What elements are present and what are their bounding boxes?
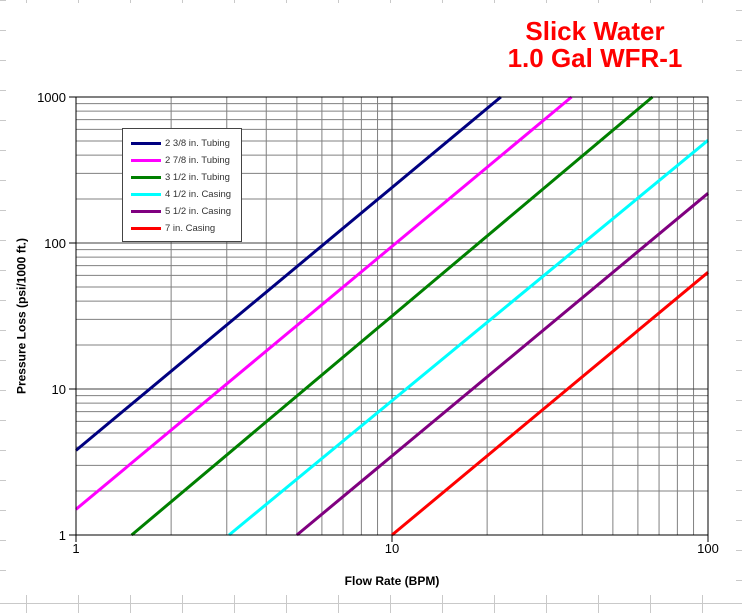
legend-item: 5 1/2 in. Casing	[131, 203, 241, 220]
x-tick-label: 1	[72, 541, 80, 556]
series-line-3-1-2-in-tubing	[130, 95, 654, 537]
x-tick-label: 10	[384, 541, 400, 556]
legend-item: 2 3/8 in. Tubing	[131, 135, 241, 152]
legend: 2 3/8 in. Tubing 2 7/8 in. Tubing 3 1/2 in…	[122, 128, 242, 242]
chart-title-line2: 1.0 Gal WFR-1	[507, 43, 683, 73]
legend-label: 2 7/8 in. Tubing	[165, 155, 230, 166]
sheet-gridline-stubs-right	[736, 10, 742, 606]
series-line-2-3-8-in-tubing	[75, 95, 502, 452]
series-line-2-7-8-in-tubing	[75, 95, 573, 511]
sheet-column-gridline-stubs	[26, 595, 742, 613]
y-axis-title: Pressure Loss (psi/1000 ft.)	[14, 237, 29, 395]
legend-line-sample	[131, 210, 161, 213]
legend-item: 7 in. Casing	[131, 220, 241, 237]
series-line-4-1-2-in-casing	[228, 139, 709, 537]
series-line-7-in-casing	[391, 271, 709, 537]
legend-line-sample	[131, 142, 161, 145]
legend-label: 5 1/2 in. Casing	[165, 206, 232, 217]
legend-line-sample	[131, 176, 161, 179]
legend-line-sample	[131, 159, 161, 162]
legend-label: 2 3/8 in. Tubing	[165, 138, 230, 149]
legend-item: 2 7/8 in. Tubing	[131, 152, 241, 169]
series-line-5-1-2-in-casing	[295, 192, 709, 537]
legend-label: 7 in. Casing	[165, 223, 216, 234]
legend-label: 4 1/2 in. Casing	[165, 189, 232, 200]
legend-line-sample	[131, 227, 161, 230]
legend-label: 3 1/2 in. Tubing	[165, 172, 230, 183]
chart-title: Slick Water 1.0 Gal WFR-1	[430, 18, 742, 72]
y-tick-label: 100	[44, 236, 66, 251]
y-tick-label: 10	[51, 382, 66, 397]
y-tick-label: 1	[58, 528, 66, 543]
sheet-gridline-stubs-top	[26, 0, 742, 3]
chart-title-line1: Slick Water	[525, 16, 665, 46]
sheet-gridline-stubs-left	[0, 0, 6, 596]
legend-line-sample	[131, 193, 161, 196]
legend-item: 4 1/2 in. Casing	[131, 186, 241, 203]
legend-item: 3 1/2 in. Tubing	[131, 169, 241, 186]
x-tick-label: 100	[697, 541, 719, 556]
x-axis-title: Flow Rate (BPM)	[344, 574, 440, 588]
y-tick-label: 1000	[37, 90, 66, 105]
